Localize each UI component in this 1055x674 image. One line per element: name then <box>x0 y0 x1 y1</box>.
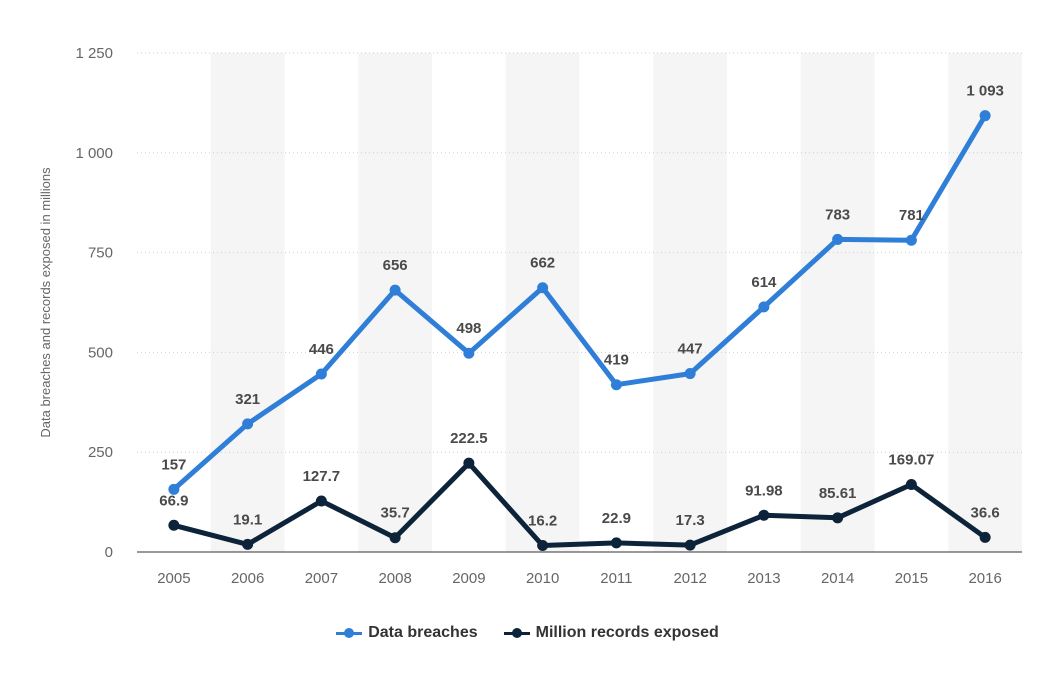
data-point <box>315 368 327 380</box>
data-point <box>758 509 770 521</box>
data-point <box>389 284 401 296</box>
data-point <box>168 519 180 531</box>
y-tick-label: 500 <box>88 344 113 361</box>
band-2014 <box>800 53 875 552</box>
data-label: 36.6 <box>971 504 1000 521</box>
legend-swatch-data-breaches <box>336 627 363 639</box>
data-label: 157 <box>161 456 186 473</box>
band-2012 <box>653 53 727 552</box>
data-point <box>537 282 549 294</box>
data-point <box>242 418 254 430</box>
band-2016 <box>948 53 1022 552</box>
data-point <box>463 457 475 469</box>
data-label: 614 <box>751 274 777 291</box>
data-label: 35.7 <box>381 505 410 522</box>
x-tick-label: 2006 <box>231 570 264 587</box>
data-label: 321 <box>235 391 260 408</box>
data-point <box>832 512 844 524</box>
legend-swatch-records-exposed <box>503 627 530 639</box>
data-point <box>610 379 622 391</box>
data-label: 85.61 <box>819 485 857 502</box>
data-point <box>389 532 401 544</box>
data-point <box>758 301 770 313</box>
data-point <box>537 540 549 552</box>
x-tick-label: 2016 <box>968 570 1001 587</box>
data-label: 781 <box>899 207 924 224</box>
data-label: 17.3 <box>676 512 705 529</box>
x-tick-label: 2007 <box>305 570 338 587</box>
x-tick-label: 2012 <box>673 570 706 587</box>
x-tick-label: 2008 <box>378 570 411 587</box>
x-tick-label: 2015 <box>895 570 928 587</box>
data-label: 222.5 <box>450 430 488 447</box>
data-label: 498 <box>456 320 481 337</box>
data-point <box>242 538 254 550</box>
data-point <box>832 233 844 245</box>
data-point <box>463 347 475 359</box>
data-label: 656 <box>383 257 408 274</box>
legend: Data breaches Million records exposed <box>0 624 1055 642</box>
data-point <box>684 539 696 551</box>
y-axis-title: Data breaches and records exposed in mil… <box>38 167 53 438</box>
series-line-1 <box>171 460 988 548</box>
x-tick-label: 2011 <box>600 570 632 587</box>
data-label: 419 <box>604 352 629 369</box>
data-label: 19.1 <box>233 511 262 528</box>
x-tick-label: 2014 <box>821 570 854 587</box>
data-point <box>979 110 991 122</box>
data-label: 447 <box>678 341 703 358</box>
data-label: 446 <box>309 341 334 358</box>
data-point <box>905 234 917 246</box>
y-tick-label: 1 250 <box>75 45 113 62</box>
legend-item-records-exposed[interactable]: Million records exposed <box>503 624 719 642</box>
y-tick-label: 250 <box>88 444 113 461</box>
data-point <box>168 483 180 495</box>
x-tick-label: 2010 <box>526 570 559 587</box>
x-tick-label: 2009 <box>452 570 485 587</box>
data-label: 662 <box>530 255 555 272</box>
data-point <box>684 368 696 380</box>
legend-item-data-breaches[interactable]: Data breaches <box>336 624 478 642</box>
data-label: 16.2 <box>528 513 557 530</box>
band-2006 <box>210 53 285 552</box>
data-point <box>979 531 991 543</box>
legend-label-records-exposed: Million records exposed <box>535 624 719 641</box>
data-point <box>610 537 622 549</box>
y-tick-label: 750 <box>88 245 113 262</box>
band-2008 <box>358 53 432 552</box>
legend-label-data-breaches: Data breaches <box>368 624 478 641</box>
data-label: 783 <box>825 206 850 223</box>
y-tick-label: 1 000 <box>75 145 113 162</box>
data-label: 22.9 <box>602 510 631 527</box>
y-tick-label: 0 <box>105 544 113 561</box>
x-tick-label: 2005 <box>157 570 190 587</box>
data-label: 127.7 <box>303 468 341 485</box>
data-label: 169.07 <box>888 452 934 469</box>
data-label: 91.98 <box>745 482 783 499</box>
x-tick-label: 2013 <box>747 570 780 587</box>
data-label: 1 093 <box>966 83 1004 100</box>
data-label: 66.9 <box>159 492 188 509</box>
band-2010 <box>505 53 580 552</box>
series-line-0 <box>171 113 988 492</box>
data-point <box>905 479 917 491</box>
data-point <box>315 495 327 507</box>
